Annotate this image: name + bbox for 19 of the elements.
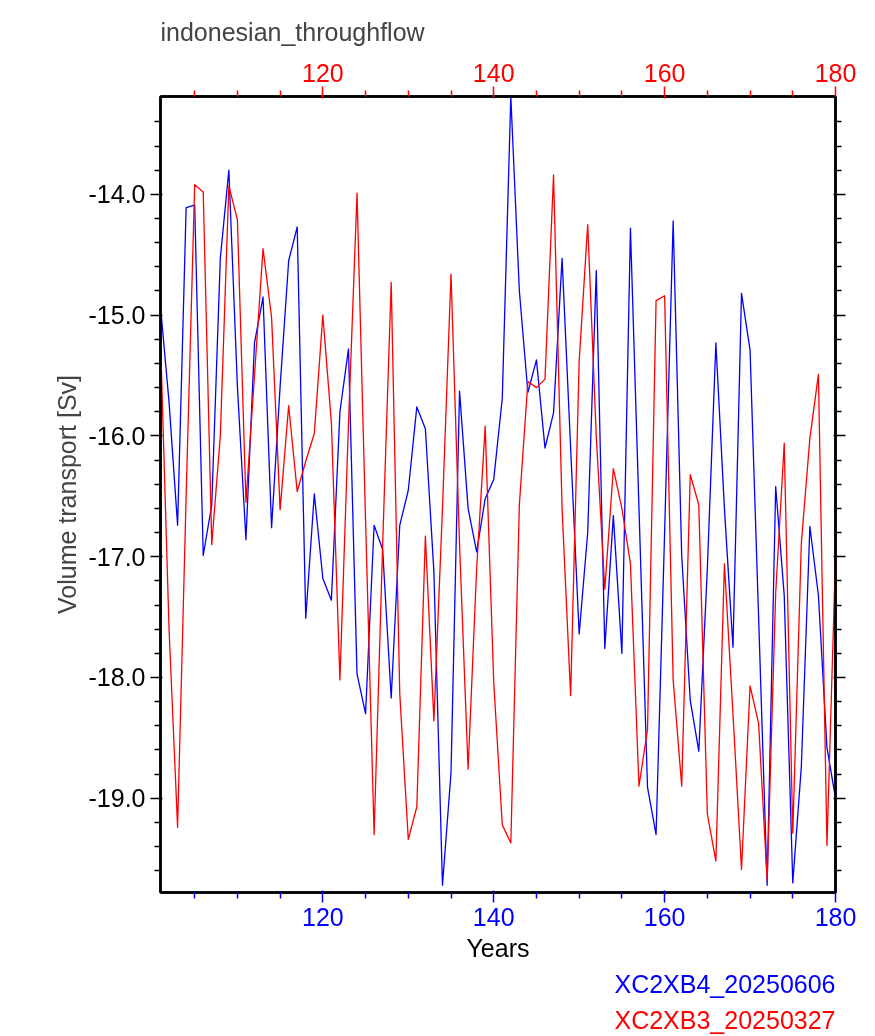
y-tick-label: -14.0 [88, 180, 146, 209]
x2-tick-label: 180 [814, 58, 857, 87]
x-tick-label: 140 [472, 902, 515, 931]
text: XC2XB3_20250327 [614, 1005, 836, 1034]
y-axis-title: Volume transport [Sv] [52, 374, 81, 614]
x-tick-label: 180 [814, 902, 857, 931]
x-tick-label: 120 [301, 902, 344, 931]
x2-tick-label: 120 [301, 58, 344, 87]
y-tick-label: -18.0 [88, 663, 146, 692]
y-tick-label: -17.0 [88, 542, 146, 571]
x2-tick-label: 140 [472, 58, 515, 87]
x-axis-title: Years [466, 933, 530, 962]
chart-title: indonesian_throughflow [160, 17, 426, 46]
text: XC2XB4_20250606 [614, 969, 836, 998]
y-tick-label: -15.0 [88, 301, 146, 330]
x2-tick-label: 160 [643, 58, 686, 87]
x-tick-label: 160 [643, 902, 686, 931]
y-tick-label: -19.0 [88, 784, 146, 813]
y-tick-label: -16.0 [88, 421, 146, 450]
